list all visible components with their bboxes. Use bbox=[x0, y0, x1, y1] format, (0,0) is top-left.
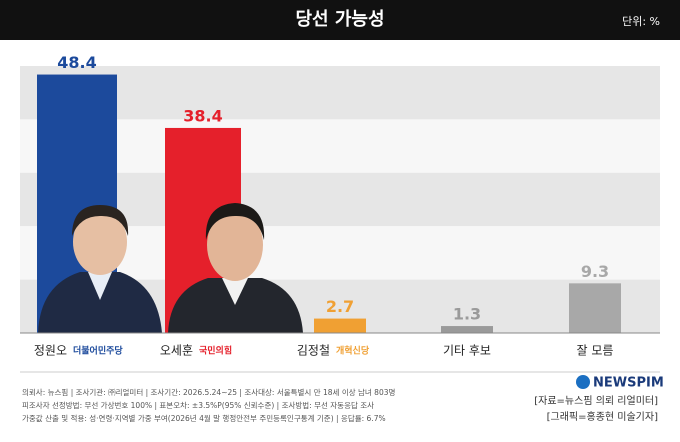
photos bbox=[38, 203, 303, 333]
logo: NEWSPIM bbox=[593, 376, 664, 391]
bar bbox=[441, 326, 493, 333]
category-label: 정원오 bbox=[34, 344, 67, 358]
party-label: 국민의힘 bbox=[199, 345, 232, 357]
labels: 48.4 정원오 더불어민주당 38.4 오세훈 국민의힘 2.7 김정철 개혁신당 1.3 기타 … bbox=[34, 53, 614, 357]
grid-band bbox=[20, 226, 660, 280]
photo-face bbox=[73, 209, 127, 275]
grid-band bbox=[20, 119, 660, 173]
value-label: 1.3 bbox=[453, 305, 481, 324]
photo-shirt bbox=[88, 272, 112, 300]
category-label: 오세훈 bbox=[160, 344, 193, 358]
note: 의뢰사: 뉴스핌 | 조사기관: ㈜리얼미터 | 조사기간: 2026.5.24… bbox=[22, 387, 395, 397]
value-label: 48.4 bbox=[57, 53, 96, 72]
grid-band bbox=[20, 172, 660, 227]
photo-face bbox=[207, 209, 263, 281]
header bbox=[0, 0, 680, 40]
category-label: 잘 모름 bbox=[577, 344, 614, 358]
logo-icon bbox=[576, 375, 590, 389]
photo-hair bbox=[205, 203, 265, 240]
party-label: 개혁신당 bbox=[336, 345, 370, 357]
source: [그래픽=홍종현 미술기자] bbox=[547, 410, 658, 423]
value-label: 38.4 bbox=[183, 106, 222, 125]
chart-title: 당선 가능성 bbox=[295, 9, 384, 30]
grid-band bbox=[20, 66, 660, 120]
photo-suit bbox=[168, 278, 303, 333]
value-label: 2.7 bbox=[326, 297, 354, 316]
bar bbox=[569, 283, 621, 333]
party-label: 더불어민주당 bbox=[73, 345, 123, 357]
value-label: 9.3 bbox=[581, 262, 609, 281]
source: [자료=뉴스핌 의뢰 리얼미터] bbox=[534, 395, 658, 407]
photo-shirt bbox=[222, 278, 248, 305]
unit-label: 단위: % bbox=[622, 15, 660, 28]
bar bbox=[314, 318, 366, 333]
note: 가중값 산출 및 적용: 성·연령·지역별 가중 부여(2026년 4월 말 행… bbox=[22, 413, 386, 423]
photo-suit bbox=[38, 272, 162, 333]
note: 피조사자 선정방법: 무선 가상번호 100% | 표본오차: ±3.5%P(9… bbox=[22, 400, 374, 410]
category-label: 김정철 bbox=[297, 344, 330, 358]
category-label: 기타 후보 bbox=[443, 344, 491, 358]
photo-hair bbox=[72, 205, 129, 236]
